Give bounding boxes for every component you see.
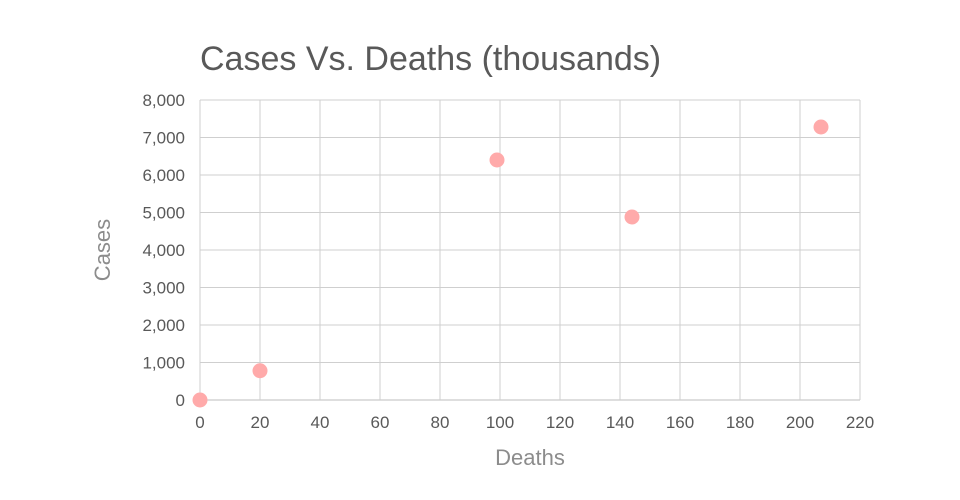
tick-layer: 0 1,000 2,000 3,000 4,000 5,000 6,000 7,000 8,00… — [142, 91, 874, 432]
y-tick-label: 6,000 — [142, 166, 185, 185]
x-tick-label: 80 — [431, 413, 450, 432]
scatter-point — [252, 363, 268, 379]
x-tick-label: 100 — [486, 413, 514, 432]
grid-layer — [199, 99, 861, 401]
y-tick-label: 4,000 — [142, 241, 185, 260]
x-tick-label: 60 — [371, 413, 390, 432]
y-tick-label: 7,000 — [142, 129, 185, 148]
y-tick-label: 2,000 — [142, 316, 185, 335]
x-axis-label: Deaths — [495, 445, 565, 470]
x-tick-label: 140 — [606, 413, 634, 432]
x-tick-label: 0 — [195, 413, 204, 432]
x-tick-label: 180 — [726, 413, 754, 432]
x-tick-label: 200 — [786, 413, 814, 432]
y-tick-label: 3,000 — [142, 279, 185, 298]
y-tick-label: 0 — [176, 391, 185, 410]
y-tick-label: 8,000 — [142, 91, 185, 110]
y-tick-label: 1,000 — [142, 354, 185, 373]
x-tick-label: 40 — [311, 413, 330, 432]
scatter-point — [813, 119, 829, 135]
x-tick-label: 120 — [546, 413, 574, 432]
scatter-point — [489, 152, 505, 168]
y-axis-label: Cases — [90, 219, 115, 281]
scatter-point — [624, 209, 640, 225]
x-tick-label: 220 — [846, 413, 874, 432]
chart-title: Cases Vs. Deaths (thousands) — [200, 40, 661, 78]
x-tick-label: 20 — [251, 413, 270, 432]
scatter-point — [192, 392, 208, 408]
point-layer — [192, 119, 829, 408]
y-tick-label: 5,000 — [142, 204, 185, 223]
x-tick-label: 160 — [666, 413, 694, 432]
